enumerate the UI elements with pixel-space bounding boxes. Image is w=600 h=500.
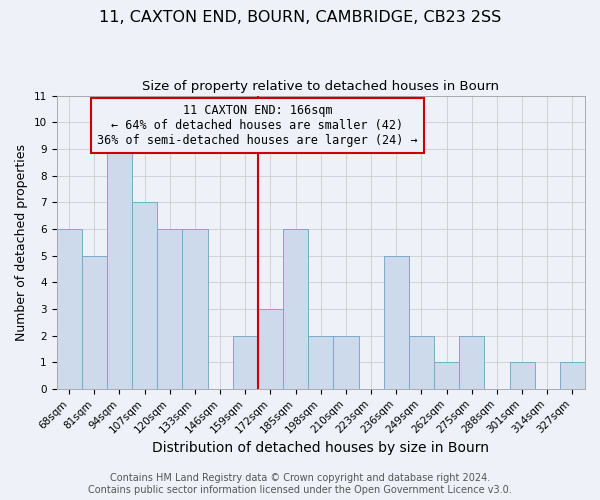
Bar	[383, 256, 409, 389]
Y-axis label: Number of detached properties: Number of detached properties	[15, 144, 28, 340]
Bar	[509, 362, 535, 389]
Text: 11 CAXTON END: 166sqm
← 64% of detached houses are smaller (42)
36% of semi-deta: 11 CAXTON END: 166sqm ← 64% of detached …	[97, 104, 418, 148]
Bar	[107, 149, 132, 389]
Bar	[334, 336, 359, 389]
Bar	[258, 309, 283, 389]
Bar	[560, 362, 585, 389]
X-axis label: Distribution of detached houses by size in Bourn: Distribution of detached houses by size …	[152, 441, 489, 455]
Bar	[283, 229, 308, 389]
Bar	[409, 336, 434, 389]
Bar	[233, 336, 258, 389]
Bar	[132, 202, 157, 389]
Bar	[434, 362, 459, 389]
Text: Contains HM Land Registry data © Crown copyright and database right 2024.
Contai: Contains HM Land Registry data © Crown c…	[88, 474, 512, 495]
Title: Size of property relative to detached houses in Bourn: Size of property relative to detached ho…	[142, 80, 499, 93]
Bar	[56, 229, 82, 389]
Text: 11, CAXTON END, BOURN, CAMBRIDGE, CB23 2SS: 11, CAXTON END, BOURN, CAMBRIDGE, CB23 2…	[99, 10, 501, 25]
Bar	[459, 336, 484, 389]
Bar	[308, 336, 334, 389]
Bar	[182, 229, 208, 389]
Bar	[82, 256, 107, 389]
Bar	[157, 229, 182, 389]
